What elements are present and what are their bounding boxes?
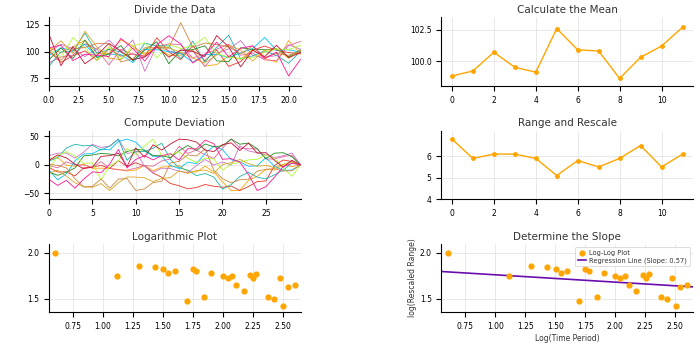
- Log-Log Plot: [675, 284, 686, 289]
- Log-Log Plot: [655, 294, 666, 299]
- Point: [282, 284, 293, 289]
- Y-axis label: log(Rescaled Range): log(Rescaled Range): [408, 239, 417, 318]
- Log-Log Plot: [562, 268, 573, 274]
- Log-Log Plot: [670, 303, 681, 309]
- Log-Log Plot: [619, 273, 630, 279]
- Title: Determine the Slope: Determine the Slope: [513, 231, 621, 242]
- Log-Log Plot: [631, 288, 642, 294]
- Point: [251, 271, 262, 277]
- Point: [238, 288, 249, 294]
- Title: Calculate the Mean: Calculate the Mean: [517, 5, 617, 15]
- X-axis label: Log(Time Period): Log(Time Period): [535, 334, 599, 343]
- Point: [289, 282, 300, 288]
- Title: Divide the Data: Divide the Data: [134, 5, 216, 15]
- Title: Range and Rescale: Range and Rescale: [518, 118, 617, 128]
- Legend: Segment 1, Segment 2, Segment 3, Segment 4, Segment 5, Segment 6, Segment 7, Seg: Segment 1, Segment 2, Segment 3, Segment…: [341, 65, 401, 152]
- Log-Log Plot: [583, 268, 594, 274]
- Log-Log Plot: [573, 298, 584, 304]
- Point: [199, 294, 210, 299]
- Point: [217, 273, 228, 279]
- Point: [206, 270, 217, 276]
- Log-Log Plot: [541, 265, 552, 270]
- Log-Log Plot: [610, 273, 621, 279]
- Point: [50, 250, 61, 256]
- Point: [190, 268, 202, 274]
- Point: [181, 298, 193, 304]
- Log-Log Plot: [666, 276, 678, 281]
- Log-Log Plot: [615, 275, 626, 280]
- Point: [187, 266, 198, 272]
- Log-Log Plot: [662, 296, 673, 301]
- Point: [262, 294, 274, 299]
- Log-Log Plot: [442, 250, 454, 256]
- Log-Log Plot: [637, 272, 648, 278]
- Log-Log Plot: [640, 276, 651, 281]
- Log-Log Plot: [682, 282, 693, 288]
- Point: [134, 263, 145, 269]
- Title: Logarithmic Plot: Logarithmic Plot: [132, 231, 217, 242]
- Point: [222, 275, 233, 280]
- Log-Log Plot: [550, 266, 561, 272]
- Legend: Log-Log Plot, Regression Line (Slope: 0.57): Log-Log Plot, Regression Line (Slope: 0.…: [575, 247, 690, 266]
- Point: [149, 265, 160, 270]
- Log-Log Plot: [555, 270, 566, 276]
- Point: [158, 266, 169, 272]
- Log-Log Plot: [503, 273, 514, 279]
- Log-Log Plot: [526, 263, 537, 269]
- Point: [274, 276, 286, 281]
- Log-Log Plot: [643, 271, 655, 277]
- Point: [248, 276, 259, 281]
- Point: [227, 273, 238, 279]
- Log-Log Plot: [580, 266, 591, 272]
- Point: [278, 303, 289, 309]
- Point: [269, 296, 280, 301]
- Point: [245, 272, 256, 278]
- Point: [162, 270, 174, 276]
- Log-Log Plot: [591, 294, 602, 299]
- Point: [231, 282, 242, 288]
- Point: [169, 268, 181, 274]
- Log-Log Plot: [598, 270, 609, 276]
- Title: Compute Deviation: Compute Deviation: [125, 118, 225, 128]
- Point: [111, 273, 122, 279]
- Log-Log Plot: [623, 282, 634, 288]
